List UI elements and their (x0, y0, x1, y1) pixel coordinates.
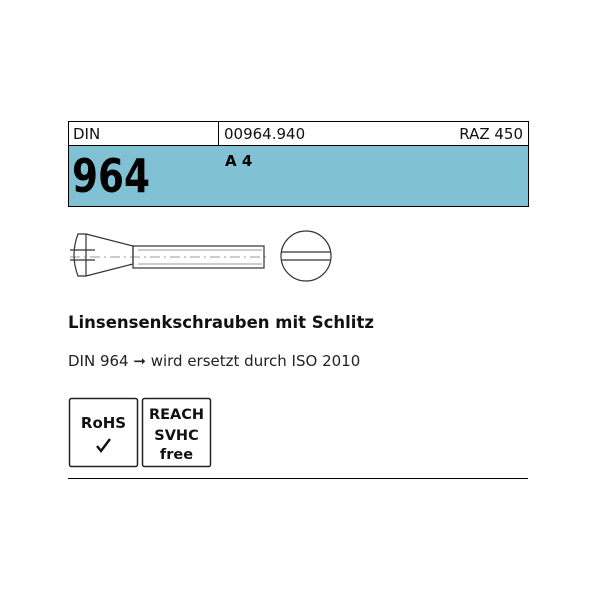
material: A 4 (225, 152, 252, 170)
number-band (68, 145, 529, 207)
product-note: DIN 964 ➞ wird ersetzt durch ISO 2010 (68, 352, 360, 370)
product-title: Linsensenkschrauben mit Schlitz (68, 313, 374, 332)
screw-drawing (70, 230, 332, 282)
badge-text: free (160, 447, 193, 463)
standard-number: 964 (72, 149, 150, 203)
badge-text: REACH (149, 407, 204, 423)
badge-text: RoHS (81, 414, 126, 432)
article-number: 00964.940 (224, 125, 305, 143)
badge-text: SVHC (154, 428, 198, 444)
standard-label: DIN (73, 125, 100, 143)
reach-badge (141, 397, 212, 468)
code: RAZ 450 (459, 125, 523, 143)
rohs-badge (68, 397, 139, 468)
check-icon (96, 438, 111, 453)
